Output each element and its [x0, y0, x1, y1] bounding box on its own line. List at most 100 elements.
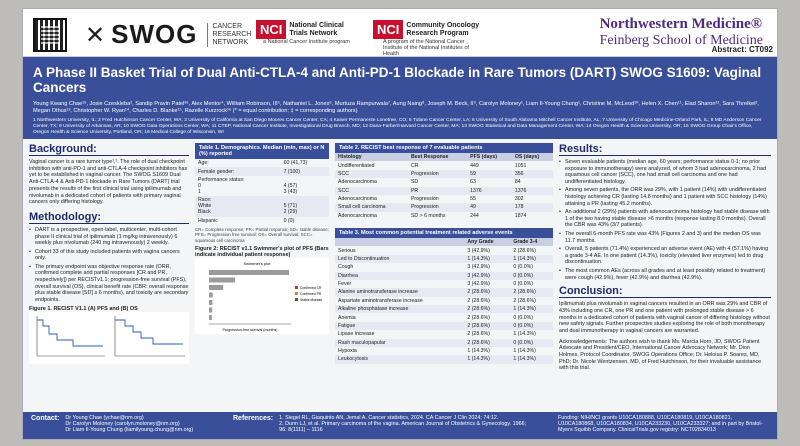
results-list: Seven evaluable patients (median age, 60… [559, 159, 771, 281]
table-row: Alanine aminotransferase increase 2 (28.6… [335, 288, 553, 297]
table-cell: Serious [338, 247, 356, 254]
northwestern-logo: Northwestern Medicine® Feinberg School o… [600, 16, 763, 49]
table-cell: Rash maculopapular [335, 338, 465, 347]
table-cell: 1376 [467, 186, 512, 195]
table-cell: Progression [407, 169, 468, 179]
table-cell: 0 (0.0%) [513, 281, 533, 288]
table-cell: 7 (100) [280, 167, 329, 176]
poster: ✕ SWOG CANCER RESEARCH NETWORK NCI Natio… [22, 8, 778, 440]
table-header-cell: Grade 3-4 [510, 238, 553, 247]
methodology-heading: Methodology: [29, 211, 189, 224]
table-cell: Anemia [338, 314, 356, 321]
contact-label: Contact: [31, 415, 60, 422]
table-cell: Female gender: [195, 167, 281, 176]
nci-corp-text: Community Oncology Research Program [406, 21, 480, 37]
table-cell: 1 (14.3%) [510, 355, 553, 364]
table-cell: Progression [407, 203, 468, 212]
table-cell: Undifferentiated [338, 162, 375, 169]
swimmer-bar [209, 285, 224, 291]
table-row: Cough 3 (42.9%) 0 (0.0%) [335, 263, 553, 271]
table-row: Adenocarcinoma Progression 55 302 [335, 195, 553, 203]
swimmer-legend: Confirmed CR Confirmed PR Stable disease [295, 286, 322, 302]
table-row: Led to Discontinuation 1 (14.3%) 1 (14.3%) [335, 254, 553, 264]
conclusion-text: Ipilimumab plus nivolumab in vaginal can… [559, 301, 770, 334]
table-cell: 1 (14.3%) [510, 254, 553, 264]
table-header-cell: PFS (days) [467, 153, 512, 162]
table-cell: CR [410, 162, 419, 169]
table-cell: Progression [410, 196, 439, 203]
table-cell: 2 (28.6%) [464, 321, 511, 331]
swimmer-bar [209, 315, 212, 321]
table-row: SCC Progression 59 356 [335, 169, 553, 179]
methodology-item: DART is a prospective, open-label, multi… [29, 227, 189, 247]
table-cell: PR [407, 186, 468, 195]
table-row: Rash maculopapular 2 (28.6%) 0 (0.0%) [335, 338, 553, 347]
table-cell: 2 (28.6%) [464, 338, 511, 347]
table-cell: 0 (0) [283, 217, 295, 224]
poster-title: A Phase II Basket Trial of Dual Anti-CTL… [33, 65, 762, 95]
km-pfs-plot [36, 316, 105, 357]
table-cell: Adenocarcinoma [338, 179, 377, 186]
table-cell: 63 [470, 179, 476, 186]
table-row: Fatigue 2 (28.6%) 0 (0.0%) [335, 321, 553, 331]
funding: Funding: NIH/NCI grants U10CA180888, U10… [558, 415, 763, 433]
table-cell: 1 (14.3%) [467, 348, 490, 355]
nci-ctn-logo: NCI National Clinical Trials Network [256, 20, 355, 39]
contact-item: Dr Carolyn Moloney (carolyn.moloney@nm.o… [65, 421, 180, 427]
table-cell: 1874 [514, 212, 527, 219]
table2-title: Table 2. RECIST best response of 7 evalu… [335, 143, 553, 153]
table-cell: 1 (14.3%) [464, 254, 511, 264]
legend-pr: Confirmed PR [300, 292, 322, 296]
table3-title: Table 3. Most common potential treatment… [335, 228, 553, 238]
logo-bar: ✕ SWOG CANCER RESEARCH NETWORK NCI Natio… [23, 9, 777, 57]
table-row: Adenocarcinoma SD 63 84 [335, 178, 553, 186]
figure1-bg [29, 312, 189, 365]
table1-column: Table 1. Demographics. Median (min, max)… [195, 143, 329, 339]
authors: Young Kwang Chae¹⁶, Josie Czeskleba², Sa… [33, 101, 759, 114]
table-cell: 1 (14.3%) [513, 348, 536, 355]
table-cell: Fever [338, 281, 352, 288]
table-row: Small cell carcinoma Progression 49 178 [335, 203, 553, 212]
table-cell: SCC [335, 169, 408, 179]
table-cell: Adenocarcinoma [338, 212, 377, 219]
results-item: The overall 6-month PFS rate was 43% (Fi… [559, 231, 771, 244]
contact-item: Dr Liam Il-Young Chung (liamilyoung.chun… [65, 427, 194, 433]
table-cell: 2 (28.6%) [467, 314, 490, 321]
nci-ctn-caption: a National Cancer Institute program [263, 39, 350, 45]
table-row: Fever 3 (42.9%) 0 (0.0%) [335, 280, 553, 288]
swog-logo: ✕ SWOG CANCER RESEARCH NETWORK [85, 19, 259, 50]
table-row: Diarrhea 3 (42.9%) 0 (0.0%) [335, 271, 553, 280]
swimmer-bar [209, 292, 213, 298]
swimmer-bar [209, 277, 236, 283]
methodology-list: DART is a prospective, open-label, multi… [29, 227, 189, 304]
title-banner: A Phase II Basket Trial of Dual Anti-CTL… [23, 57, 777, 139]
swimmer-bars [209, 270, 289, 321]
methodology-item: Cohort 33 of this study included patient… [29, 249, 189, 262]
table-cell: Cough [338, 264, 354, 271]
table-cell: 356 [511, 169, 553, 179]
table-row: Race: White Black 5 (71) 2 (29) [195, 196, 329, 217]
table1-title: Table 1. Demographics. Median (min, max)… [195, 143, 329, 159]
table-cell: 59 [467, 169, 512, 179]
table-cell: Adenocarcinoma [338, 196, 377, 203]
swog-name: SWOG [111, 19, 198, 49]
nci-ctn-text: National Clinical Trials Network [289, 21, 344, 37]
table-cell: Alanine aminotransferase increase [335, 288, 465, 297]
table-cell: 1376 [511, 186, 553, 195]
table-cell: 1051 [514, 162, 527, 169]
table-cell: SD > 6 months [410, 212, 446, 219]
reference-item: 1. Siegel RL, Giaquinto AN, Jemal A. Can… [279, 415, 499, 421]
abstract-number: Abstract: CT092 [711, 45, 773, 54]
results-item: The most common AEs (across all grades a… [559, 268, 771, 281]
table-cell: 2 (28.6%) [467, 297, 490, 304]
nw-sub: Feinberg School of Medicine [599, 33, 763, 48]
table-row: Alkaline phosphatase increase 2 (28.6%) 1 … [335, 305, 553, 314]
table-row: Leukocytosis 1 (14.3%) 1 (14.3%) [335, 355, 553, 364]
tables-column: Table 2. RECIST best response of 7 evalu… [335, 143, 553, 364]
left-column: Background: Vaginal cancer is a rare tum… [29, 143, 189, 369]
table-cell: 1 (14.3%) [464, 355, 511, 364]
table-header-cell: Any Grade [464, 238, 511, 247]
table-cell: 0 (0.0%) [510, 321, 553, 331]
table-row: Anemia 2 (28.6%) 0 (0.0%) [335, 313, 553, 321]
table-cell: Alkaline phosphatase increase [335, 305, 465, 314]
